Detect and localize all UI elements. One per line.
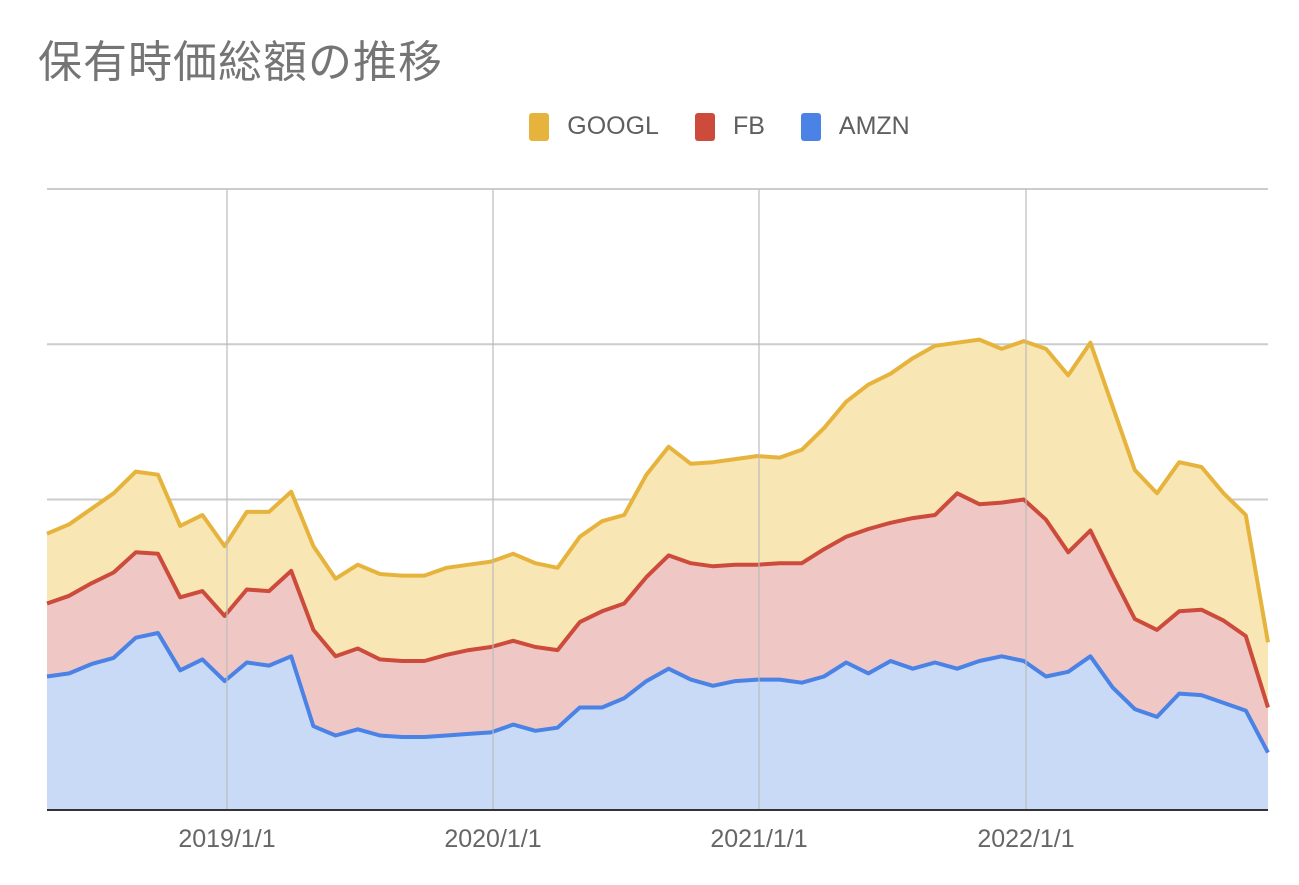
vertical-gridlines [226,189,1027,810]
x-axis-ticks: 2019/1/1 2020/1/1 2021/1/1 2022/1/1 [178,825,1074,853]
legend-label-googl: GOOGL [567,112,659,140]
area-fb [47,493,1268,753]
line-series [46,337,1270,754]
line-fb [46,491,1270,709]
legend-swatch-googl [529,112,550,141]
legend-label-fb: FB [732,112,765,140]
chart-title: 保有時価総額の推移 [38,37,443,88]
legend-item-amzn[interactable]: AMZN [800,112,910,141]
x-tick-label: 2019/1/1 [178,825,275,853]
legend-swatch-fb [694,112,715,141]
legend-item-fb[interactable]: FB [694,112,765,141]
line-googl [46,337,1270,643]
area-series [47,339,1268,810]
legend-item-googl[interactable]: GOOGL [529,112,659,141]
area-googl [47,339,1268,708]
x-tick-label: 2020/1/1 [444,825,541,853]
legend: GOOGL FB AMZN [0,112,1299,141]
x-tick-label: 2022/1/1 [977,825,1074,853]
x-tick-label: 2021/1/1 [710,825,807,853]
line-amzn [46,631,1270,754]
area-amzn [47,633,1268,810]
legend-label-amzn: AMZN [838,112,910,140]
legend-swatch-amzn [800,112,821,141]
